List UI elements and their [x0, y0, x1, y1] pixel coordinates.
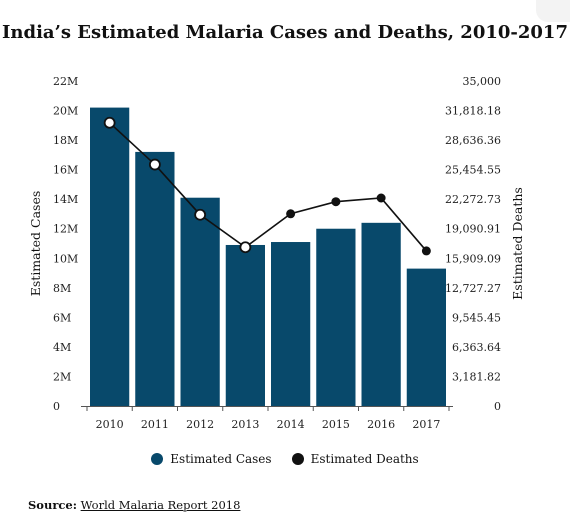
y2-tick-label: 6,363.64 — [452, 341, 501, 354]
y2-axis-title: Estimated Deaths — [510, 187, 525, 300]
y2-tick-label: 25,454.55 — [445, 164, 501, 177]
deaths-point-2010 — [103, 116, 116, 129]
legend-label-cases: Estimated Cases — [170, 452, 272, 466]
x-tick-label: 2013 — [231, 418, 259, 431]
bar-2012 — [180, 197, 220, 406]
y-tick-label: 18M — [53, 134, 78, 147]
y-tick-label: 14M — [53, 193, 78, 206]
deaths-point-2012 — [194, 208, 207, 221]
x-tick-label: 2016 — [367, 418, 395, 431]
axes-layer — [81, 406, 453, 411]
x-tick-label: 2014 — [277, 418, 305, 431]
bar-2017 — [406, 268, 446, 406]
legend-item-deaths[interactable]: Estimated Deaths — [291, 452, 419, 466]
source-link[interactable]: World Malaria Report 2018 — [80, 498, 241, 512]
chart-title: India’s Estimated Malaria Cases and Deat… — [2, 22, 568, 43]
x-tick-label: 2010 — [96, 418, 124, 431]
bar-2013 — [225, 244, 265, 406]
deaths-line — [109, 122, 427, 252]
y-tick-label: 8M — [53, 282, 71, 295]
y-tick-label: 2M — [53, 370, 71, 383]
y-tick-label: 4M — [53, 341, 71, 354]
deaths-point-2011 — [148, 158, 161, 171]
chart-area: 2010 2011 2012 2013 2014 2015 2016 2017 0 2M 4M 6M 8… — [28, 75, 525, 431]
deaths-point-2016 — [376, 193, 386, 203]
deaths-point-2013 — [239, 241, 252, 254]
bar-2016 — [361, 222, 401, 406]
y2-tick-label: 31,818.18 — [445, 105, 501, 118]
y-tick-label: 10M — [53, 252, 78, 265]
labels-layer: 2010 2011 2012 2013 2014 2015 2016 2017 0 2M 4M 6M 8… — [28, 75, 525, 431]
y2-tick-label: 35,000 — [463, 75, 502, 88]
bar-2015 — [316, 228, 356, 406]
bar-2014 — [271, 242, 311, 406]
y2-tick-label: 9,545.45 — [452, 311, 501, 324]
y2-tick-label: 15,909.09 — [445, 252, 501, 265]
x-tick-label: 2015 — [322, 418, 350, 431]
x-tick-label: 2012 — [186, 418, 214, 431]
x-tick-label: 2017 — [412, 418, 440, 431]
bar-2010 — [90, 107, 130, 406]
y-tick-label: 20M — [53, 105, 78, 118]
legend-label-deaths: Estimated Deaths — [310, 452, 419, 466]
y2-tick-label: 19,090.91 — [445, 223, 501, 236]
bar-2011 — [135, 151, 175, 406]
legend-swatch-deaths — [291, 453, 304, 465]
line-layer — [103, 116, 431, 256]
x-tick-label: 2011 — [141, 418, 169, 431]
y2-tick-label: 28,636.36 — [445, 134, 501, 147]
y-tick-label: 6M — [53, 311, 71, 324]
legend-swatch-cases — [151, 453, 164, 465]
y2-tick-label: 22,272.73 — [445, 193, 501, 206]
bars-layer — [90, 107, 446, 406]
y-tick-label: 16M — [53, 164, 78, 177]
deaths-point-2014 — [286, 209, 296, 219]
legend-item-cases[interactable]: Estimated Cases — [151, 452, 272, 466]
y2-tick-label: 12,727.27 — [445, 282, 501, 295]
y-tick-label: 22M — [53, 75, 78, 88]
y2-tick-label: 0 — [494, 400, 501, 413]
source-note: Source: World Malaria Report 2018 — [28, 498, 240, 512]
y-axis-title: Estimated Cases — [28, 191, 43, 297]
corner-widget — [536, 0, 570, 22]
y-tick-label: 12M — [53, 223, 78, 236]
y2-tick-label: 3,181.82 — [452, 370, 501, 383]
deaths-point-2015 — [331, 197, 341, 207]
y-tick-label: 0 — [53, 400, 60, 413]
source-label: Source: — [28, 498, 77, 512]
chart-legend: Estimated Cases Estimated Deaths — [0, 452, 570, 466]
deaths-point-2017 — [421, 246, 431, 256]
